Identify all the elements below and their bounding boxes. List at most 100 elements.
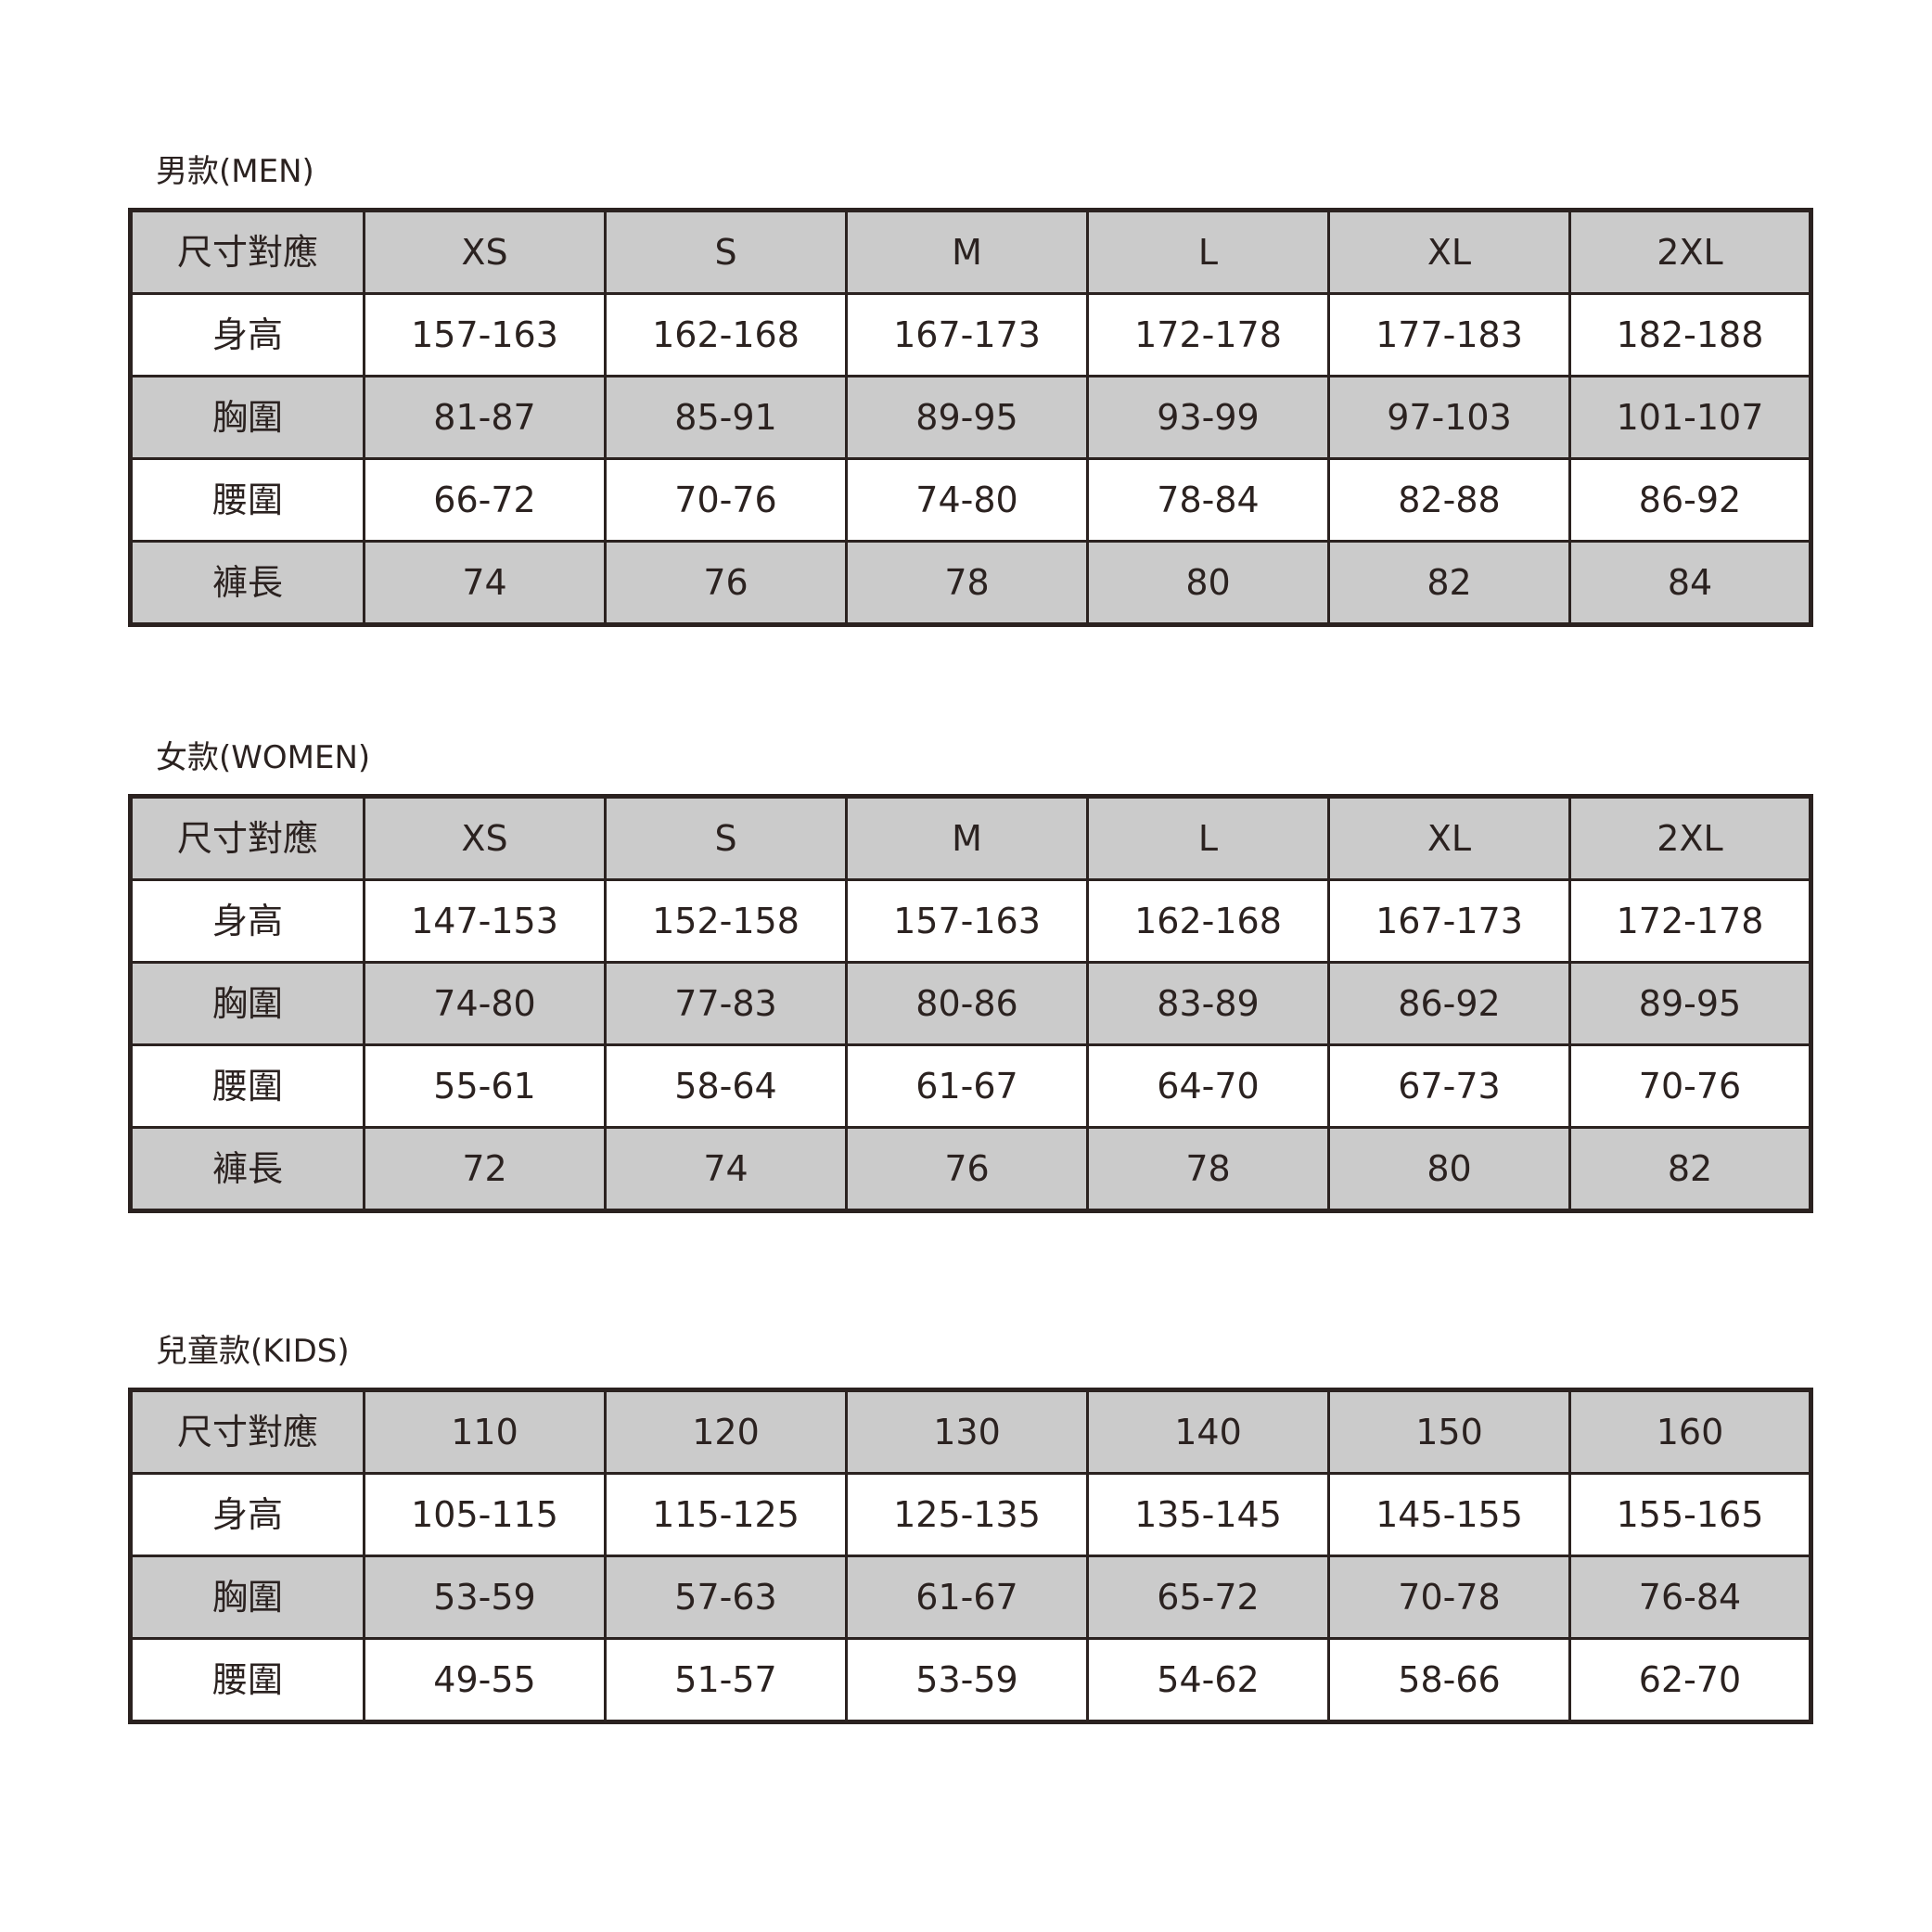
measurement-cell: 162-168 — [604, 292, 848, 377]
measurement-cell: 54-62 — [1086, 1637, 1330, 1723]
row-label-cell: 腰圍 — [129, 1043, 365, 1129]
header-cell-size: M — [845, 795, 1089, 881]
measurement-cell: 74-80 — [845, 457, 1089, 543]
measurement-cell: 152-158 — [604, 878, 848, 964]
measurement-cell: 83-89 — [1086, 961, 1330, 1046]
table-body-women: 尺寸對應 XS S M L XL 2XL 身高 147-153 152-158 157-163 162… — [129, 795, 1812, 1212]
measurement-cell: 76 — [604, 540, 848, 626]
table-body-kids: 尺寸對應 110 120 130 140 150 160 身高 105-115 115-125 12… — [129, 1388, 1812, 1723]
header-cell-size: 130 — [845, 1388, 1089, 1475]
measurement-cell: 89-95 — [1568, 961, 1812, 1046]
size-table-kids: 尺寸對應 110 120 130 140 150 160 身高 105-115 115-125 12… — [128, 1388, 1813, 1724]
row-label-cell: 身高 — [129, 1472, 365, 1557]
measurement-cell: 82 — [1327, 540, 1571, 626]
row-label-cell: 胸圍 — [129, 1555, 365, 1640]
row-label-cell: 褲長 — [129, 1126, 365, 1212]
measurement-cell: 145-155 — [1327, 1472, 1571, 1557]
header-cell-size: M — [845, 209, 1089, 295]
measurement-cell: 89-95 — [845, 375, 1089, 460]
size-section-kids: 兒童款(KIDS) 尺寸對應 110 120 130 140 150 160 身高 105-11… — [128, 1333, 1813, 1724]
header-cell-size: XL — [1327, 209, 1571, 295]
size-section-men: 男款(MEN) 尺寸對應 XS S M L XL 2XL 身高 157-163 162-168 16… — [128, 153, 1813, 627]
header-cell-size: 120 — [604, 1388, 848, 1475]
measurement-cell: 57-63 — [604, 1555, 848, 1640]
measurement-cell: 172-178 — [1568, 878, 1812, 964]
table-row: 身高 105-115 115-125 125-135 135-145 145-155 155… — [129, 1472, 1812, 1557]
measurement-cell: 61-67 — [845, 1555, 1089, 1640]
table-row: 身高 157-163 162-168 167-173 172-178 177-183 182… — [129, 292, 1812, 377]
measurement-cell: 97-103 — [1327, 375, 1571, 460]
measurement-cell: 125-135 — [845, 1472, 1089, 1557]
table-row: 褲長 74 76 78 80 82 84 — [129, 540, 1812, 626]
row-label-cell: 身高 — [129, 292, 365, 377]
header-cell-size: 2XL — [1568, 795, 1812, 881]
table-row: 腰圍 66-72 70-76 74-80 78-84 82-88 86-92 — [129, 457, 1812, 543]
measurement-cell: 70-78 — [1327, 1555, 1571, 1640]
section-title-men: 男款(MEN) — [156, 153, 314, 190]
row-label-cell: 腰圍 — [129, 457, 365, 543]
measurement-cell: 74 — [363, 540, 607, 626]
header-cell-size: XL — [1327, 795, 1571, 881]
row-label-cell: 腰圍 — [129, 1637, 365, 1723]
measurement-cell: 81-87 — [363, 375, 607, 460]
measurement-cell: 58-66 — [1327, 1637, 1571, 1723]
measurement-cell: 64-70 — [1086, 1043, 1330, 1129]
header-cell-size-label: 尺寸對應 — [129, 1388, 365, 1475]
table-row: 腰圍 55-61 58-64 61-67 64-70 67-73 70-76 — [129, 1043, 1812, 1129]
header-cell-size: 150 — [1327, 1388, 1571, 1475]
header-cell-size: L — [1086, 795, 1330, 881]
table-body-men: 尺寸對應 XS S M L XL 2XL 身高 157-163 162-168 167-173 172… — [129, 209, 1812, 626]
header-cell-size: 2XL — [1568, 209, 1812, 295]
measurement-cell: 78-84 — [1086, 457, 1330, 543]
table-row: 胸圍 53-59 57-63 61-67 65-72 70-78 76-84 — [129, 1555, 1812, 1640]
row-label-cell: 胸圍 — [129, 375, 365, 460]
measurement-cell: 66-72 — [363, 457, 607, 543]
measurement-cell: 76 — [845, 1126, 1089, 1212]
measurement-cell: 80 — [1086, 540, 1330, 626]
header-cell-size: 110 — [363, 1388, 607, 1475]
measurement-cell: 80-86 — [845, 961, 1089, 1046]
measurement-cell: 55-61 — [363, 1043, 607, 1129]
measurement-cell: 82 — [1568, 1126, 1812, 1212]
measurement-cell: 85-91 — [604, 375, 848, 460]
section-title-women: 女款(WOMEN) — [156, 739, 371, 776]
row-label-cell: 褲長 — [129, 540, 365, 626]
header-cell-size: L — [1086, 209, 1330, 295]
measurement-cell: 101-107 — [1568, 375, 1812, 460]
row-label-cell: 胸圍 — [129, 961, 365, 1046]
measurement-cell: 162-168 — [1086, 878, 1330, 964]
measurement-cell: 80 — [1327, 1126, 1571, 1212]
measurement-cell: 67-73 — [1327, 1043, 1571, 1129]
header-cell-size-label: 尺寸對應 — [129, 209, 365, 295]
measurement-cell: 84 — [1568, 540, 1812, 626]
measurement-cell: 62-70 — [1568, 1637, 1812, 1723]
measurement-cell: 70-76 — [1568, 1043, 1812, 1129]
measurement-cell: 157-163 — [363, 292, 607, 377]
table-row: 胸圍 81-87 85-91 89-95 93-99 97-103 101-107 — [129, 375, 1812, 460]
measurement-cell: 86-92 — [1327, 961, 1571, 1046]
size-section-women: 女款(WOMEN) 尺寸對應 XS S M L XL 2XL 身高 147-153 152-158… — [128, 739, 1813, 1213]
measurement-cell: 93-99 — [1086, 375, 1330, 460]
measurement-cell: 70-76 — [604, 457, 848, 543]
measurement-cell: 78 — [845, 540, 1089, 626]
measurement-cell: 182-188 — [1568, 292, 1812, 377]
section-title-kids: 兒童款(KIDS) — [156, 1333, 350, 1370]
table-row: 褲長 72 74 76 78 80 82 — [129, 1126, 1812, 1212]
measurement-cell: 58-64 — [604, 1043, 848, 1129]
measurement-cell: 76-84 — [1568, 1555, 1812, 1640]
row-label-cell: 身高 — [129, 878, 365, 964]
measurement-cell: 65-72 — [1086, 1555, 1330, 1640]
header-cell-size: 140 — [1086, 1388, 1330, 1475]
header-cell-size-label: 尺寸對應 — [129, 795, 365, 881]
measurement-cell: 167-173 — [845, 292, 1089, 377]
measurement-cell: 74-80 — [363, 961, 607, 1046]
measurement-cell: 72 — [363, 1126, 607, 1212]
table-row: 胸圍 74-80 77-83 80-86 83-89 86-92 89-95 — [129, 961, 1812, 1046]
measurement-cell: 105-115 — [363, 1472, 607, 1557]
measurement-cell: 172-178 — [1086, 292, 1330, 377]
table-header-row: 尺寸對應 110 120 130 140 150 160 — [129, 1388, 1812, 1475]
measurement-cell: 53-59 — [845, 1637, 1089, 1723]
measurement-cell: 167-173 — [1327, 878, 1571, 964]
measurement-cell: 49-55 — [363, 1637, 607, 1723]
